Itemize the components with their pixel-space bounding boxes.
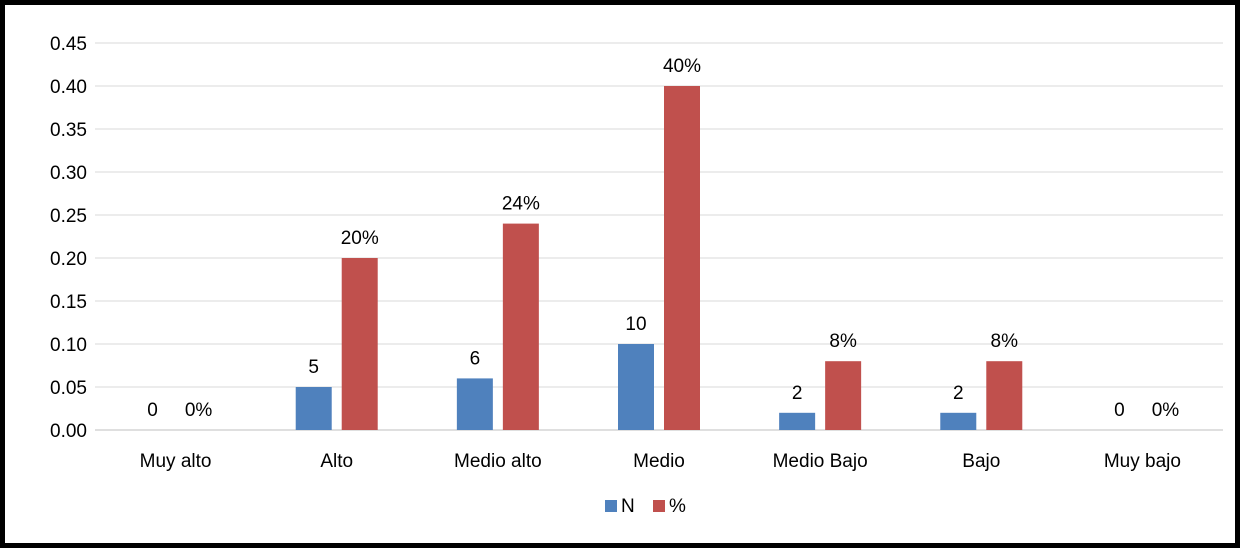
data-label-n: 5: [308, 357, 319, 378]
data-label-percent: 20%: [341, 228, 379, 249]
y-tick-label: 0.15: [50, 292, 87, 313]
data-label-n: 10: [625, 314, 646, 335]
legend: N%: [605, 496, 686, 517]
bar-n: [295, 387, 332, 430]
y-tick-label: 0.00: [50, 421, 87, 442]
y-tick-label: 0.40: [50, 77, 87, 98]
x-tick-label: Medio alto: [454, 451, 542, 472]
y-tick-label: 0.45: [50, 34, 87, 55]
data-label-n: 0: [147, 400, 158, 421]
data-label-percent: 0%: [1152, 400, 1180, 421]
x-tick-label: Medio: [633, 451, 685, 472]
x-tick-label: Bajo: [962, 451, 1000, 472]
bar-percent: [664, 86, 700, 430]
y-tick-label: 0.05: [50, 378, 87, 399]
data-label-percent: 24%: [502, 194, 540, 215]
x-tick-label: Medio Bajo: [773, 451, 868, 472]
data-label-n: 2: [953, 383, 964, 404]
data-label-n: 0: [1114, 400, 1125, 421]
y-tick-label: 0.35: [50, 120, 87, 141]
bar-n: [940, 412, 977, 430]
bar-n: [779, 412, 816, 430]
y-tick-label: 0.25: [50, 206, 87, 227]
data-label-percent: 40%: [663, 56, 701, 77]
legend-label-percent: %: [669, 496, 686, 517]
data-label-percent: 8%: [991, 331, 1019, 352]
bar-percent: [341, 258, 378, 430]
y-tick-label: 0.30: [50, 163, 87, 184]
legend-swatch-n: [605, 500, 617, 512]
y-tick-label: 0.20: [50, 249, 87, 270]
y-axis-tick-labels: 0.00 0.05 0.10 0.15 0.20 0.25 0.30 0.35 0.40 0.45: [50, 34, 87, 442]
bar-chart: 0.00 0.05 0.10 0.15 0.20 0.25 0.30 0.35 0.40 0.45…: [50, 34, 1223, 517]
x-tick-label: Alto: [320, 451, 353, 472]
x-tick-label: Muy alto: [140, 451, 212, 472]
data-labels: 0 0% 5 20% 6 24% 10 40% 2 8% 2 8% 0 0%: [147, 56, 1179, 421]
bar-percent: [502, 223, 539, 430]
bar-n: [618, 344, 654, 430]
x-tick-label: Muy bajo: [1104, 451, 1181, 472]
data-label-n: 6: [470, 348, 481, 369]
bar-n: [456, 378, 493, 430]
y-tick-label: 0.10: [50, 335, 87, 356]
data-label-percent: 8%: [829, 331, 857, 352]
data-label-n: 2: [792, 383, 803, 404]
gridlines: [95, 42, 1223, 431]
bar-percent: [986, 361, 1023, 430]
legend-label-n: N: [621, 496, 635, 517]
legend-swatch-percent: [653, 500, 665, 512]
bars: [295, 86, 1023, 430]
x-axis-tick-labels: Muy alto Alto Medio alto Medio Medio Bajo Baj…: [140, 451, 1181, 472]
bar-percent: [825, 361, 862, 430]
data-label-percent: 0%: [185, 400, 213, 421]
